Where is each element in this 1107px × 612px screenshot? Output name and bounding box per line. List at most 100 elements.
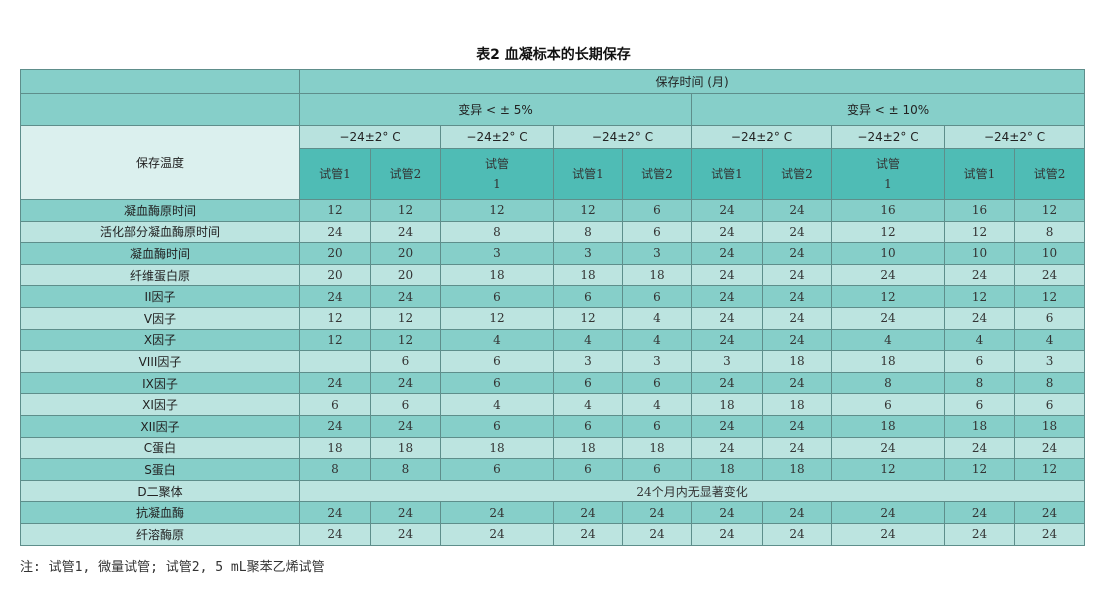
table-cell: 8 <box>831 371 945 395</box>
table-cell: 24 <box>831 501 945 524</box>
header-tube: 试管 1 <box>440 148 554 200</box>
table-row: 纤溶酶原 24 24 24 24 24 24 24 24 24 24 <box>20 522 1086 546</box>
table-row: VIII因子 6 6 3 3 3 18 18 6 3 <box>20 350 1086 373</box>
header-tube: 试管1 <box>299 148 371 200</box>
table-cell: 6 <box>944 393 1015 416</box>
table-cell: 3 <box>553 242 623 265</box>
table-row: S蛋白 8 8 6 6 6 18 18 12 12 12 <box>20 458 1086 481</box>
table-cell: 24 <box>944 436 1015 460</box>
table-title: 表2 血凝标本的长期保存 <box>476 47 631 63</box>
table-cell: 24 <box>831 436 945 460</box>
table-cell: 4 <box>831 328 945 352</box>
table-row: 纤维蛋白原 20 20 18 18 18 24 24 24 24 24 <box>20 263 1086 287</box>
table-cell: 18 <box>553 436 623 460</box>
table-cell: 24 <box>762 522 832 546</box>
table-cell: 18 <box>831 414 945 438</box>
table-cell: 24 <box>1013 501 1086 524</box>
row-label: 纤溶酶原 <box>20 522 300 546</box>
table-cell: 24 <box>370 220 441 244</box>
row-label: X因子 <box>20 328 300 352</box>
table-cell: 24 <box>691 371 763 395</box>
table-cell: 12 <box>944 285 1015 308</box>
table-cell: 24 <box>370 285 441 308</box>
table-cell: 6 <box>622 285 692 308</box>
table-cell: 4 <box>622 328 692 352</box>
table-cell: 18 <box>622 436 692 460</box>
table-cell: 3 <box>691 350 763 373</box>
table-cell: 6 <box>1013 306 1086 330</box>
table-cell: 6 <box>553 458 623 481</box>
header-blank <box>20 69 300 94</box>
row-label: II因子 <box>20 285 300 308</box>
header-temperature: −24±2° C <box>943 125 1086 149</box>
table-cell: 12 <box>553 199 623 222</box>
table-cell: 24 <box>370 501 441 524</box>
table-cell: 24 <box>762 414 832 438</box>
table-row: 活化部分凝血酶原时间 24 24 8 8 6 24 24 12 12 8 <box>20 220 1086 244</box>
table-cell: 24 <box>299 414 371 438</box>
table-cell: 12 <box>1013 285 1086 308</box>
table-cell: 24 <box>691 263 763 287</box>
table-cell: 12 <box>299 328 371 352</box>
table-cell: 24 <box>762 263 832 287</box>
table-cell: 24 <box>299 501 371 524</box>
header-temperature-label: 保存温度 <box>20 125 300 200</box>
table-cell: 24 <box>440 501 554 524</box>
table-cell: 24 <box>944 263 1015 287</box>
table-cell: 12 <box>440 306 554 330</box>
table-cell: 24 <box>944 306 1015 330</box>
table-cell: 12 <box>440 199 554 222</box>
table-cell: 16 <box>831 199 945 222</box>
table-cell: 18 <box>299 436 371 460</box>
row-label: XI因子 <box>20 393 300 416</box>
table-cell: 6 <box>622 220 692 244</box>
header-tube: 试管2 <box>370 148 441 200</box>
table-cell: 10 <box>1013 242 1086 265</box>
table-cell: 12 <box>1013 199 1086 222</box>
table-cell: 24 <box>762 436 832 460</box>
table-cell: 12 <box>1013 458 1086 481</box>
table-cell: 6 <box>440 458 554 481</box>
table-cell: 24 <box>762 501 832 524</box>
table-cell: 12 <box>553 306 623 330</box>
table-note: 注: 试管1, 微量试管; 试管2, 5 mL聚苯乙烯试管 <box>20 560 325 575</box>
header-tube: 试管1 <box>691 148 763 200</box>
header-variation-10: 变异 < ± 10% <box>690 93 1086 126</box>
table-cell: 24 <box>762 306 832 330</box>
table-cell: 16 <box>944 199 1015 222</box>
table-cell: 3 <box>440 242 554 265</box>
table-cell: 4 <box>440 328 554 352</box>
table-cell: 12 <box>299 199 371 222</box>
table-cell: 6 <box>622 414 692 438</box>
table-cell: 18 <box>762 458 832 481</box>
header-temperature: −24±2° C <box>299 125 441 149</box>
table-row: 凝血酶时间 20 20 3 3 3 24 24 10 10 10 <box>20 242 1086 265</box>
table-cell: 24 <box>762 328 832 352</box>
header-temperature: −24±2° C <box>691 125 832 149</box>
table-cell: 6 <box>299 393 371 416</box>
table-cell: 12 <box>831 220 945 244</box>
table-cell: 6 <box>553 371 623 395</box>
table-cell: 20 <box>299 263 371 287</box>
header-tube: 试管1 <box>553 148 623 200</box>
table-cell: 10 <box>944 242 1015 265</box>
table-cell: 6 <box>440 371 554 395</box>
header-temperature: −24±2° C <box>440 125 554 149</box>
table-cell: 4 <box>622 393 692 416</box>
table-cell: 24 <box>299 522 371 546</box>
table-cell: 4 <box>1013 328 1086 352</box>
table-cell: 24 <box>691 328 763 352</box>
table-cell: 24 <box>299 371 371 395</box>
table-cell: 24 <box>622 501 692 524</box>
table-cell: 12 <box>831 458 945 481</box>
table-cell: 24 <box>691 285 763 308</box>
table-cell: 18 <box>440 436 554 460</box>
row-label: XII因子 <box>20 414 300 438</box>
table-cell: 24 <box>299 220 371 244</box>
row-label: VIII因子 <box>20 350 300 373</box>
table-cell: 4 <box>440 393 554 416</box>
table-cell <box>299 350 371 373</box>
storage-table: 保存时间 (月) 变异 < ± 5% 变异 < ± 10% 保存温度 −24±2… <box>20 69 1086 546</box>
row-label: 凝血酶时间 <box>20 242 300 265</box>
table-row: XII因子 24 24 6 6 6 24 24 18 18 18 <box>20 414 1086 438</box>
